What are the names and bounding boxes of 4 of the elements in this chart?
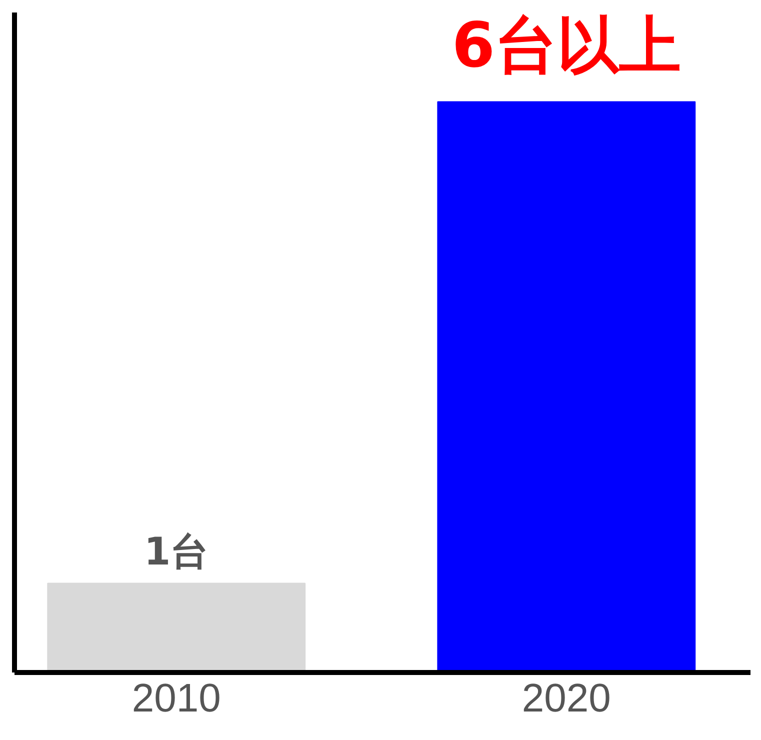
data-label: 6台以上	[452, 8, 681, 82]
data-label: 1台	[144, 529, 209, 574]
x-tick-label: 2010	[132, 676, 221, 720]
x-tick-label: 2020	[522, 676, 611, 720]
